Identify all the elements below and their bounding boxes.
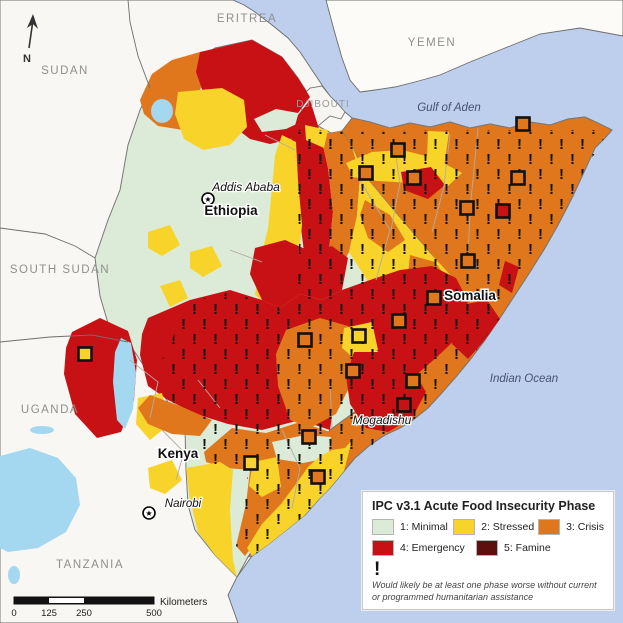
legend-alert-symbol: ! [374,559,381,580]
legend-label-stressed: 2: Stressed [481,521,535,533]
label-yemen: YEMEN [408,37,456,49]
label-indian-ocean: Indian Ocean [490,373,558,385]
label-south-sudan: SOUTH SUDAN [10,264,110,276]
legend-swatch-emergency [372,540,394,556]
legend-swatch-minimal [372,519,394,535]
north-arrow-label: N [23,53,31,65]
legend-item-emergency: 4: Emergency [372,540,476,556]
legend-label-minimal: 1: Minimal [400,521,448,533]
settlement-marker [510,170,526,186]
country-yemen [325,0,623,93]
label-djibouti: DJIBOUTI [296,99,350,110]
legend-item-crisis: 3: Crisis [538,519,604,535]
settlement-marker [310,469,326,485]
scale-bar: 0 125 250 500 Kilometers [11,596,207,619]
label-somalia: Somalia [444,288,496,303]
legend-item-famine: 5: Famine [476,540,551,556]
settlement-marker [351,328,367,344]
legend-row-2: 4: Emergency 5: Famine [372,540,604,556]
alert-pattern-overlay [162,130,612,557]
legend-label-crisis: 3: Crisis [566,521,604,533]
settlement-marker [297,332,313,348]
settlement-marker [243,455,259,471]
label-mogadishu: Mogadishu [353,413,412,427]
scale-tick-0: 0 [11,608,16,619]
settlement-marker [405,373,421,389]
label-nairobi: Nairobi [165,498,202,510]
scale-unit-label: Kilometers [160,597,207,608]
scale-tick-125: 125 [41,608,57,619]
legend-item-minimal: 1: Minimal [372,519,453,535]
legend-panel: IPC v3.1 Acute Food Insecurity Phase 1: … [362,491,614,611]
label-uganda: UGANDA [21,404,79,416]
capital-marker-nairobi: ★ [142,506,156,520]
scale-tick-250: 250 [76,608,92,619]
settlement-marker [390,142,406,158]
label-sudan: SUDAN [41,65,89,77]
legend-swatch-famine [476,540,498,556]
settlement-marker [426,290,442,306]
legend-row-1: 1: Minimal 2: Stressed 3: Crisis [372,519,604,535]
north-arrow: N [23,14,38,65]
label-eritrea: ERITREA [217,13,277,25]
settlement-markers [77,116,531,485]
legend-label-famine: 5: Famine [504,542,551,554]
legend-title: IPC v3.1 Acute Food Insecurity Phase [372,499,596,513]
settlement-marker [391,313,407,329]
settlement-marker [77,346,93,362]
small-lake [30,426,54,434]
settlement-marker [460,253,476,269]
settlement-marker [515,116,531,132]
settlement-marker [345,363,361,379]
settlement-marker [301,429,317,445]
legend-swatch-crisis [538,519,561,535]
settlement-marker [406,170,422,186]
lake-victoria [0,448,80,552]
legend-label-emergency: 4: Emergency [400,542,465,554]
capital-marker-addis-ababa: ★ [201,192,215,206]
label-ethiopia: Ethiopia [204,203,258,218]
scale-tick-500: 500 [146,608,162,619]
small-lake [8,566,20,584]
settlement-marker [495,203,511,219]
legend-swatch-stressed [453,519,476,535]
label-tanzania: TANZANIA [56,559,124,571]
label-gulf-of-aden: Gulf of Aden [417,102,481,114]
legend-note: Would likely be at least one phase worse… [372,580,597,602]
label-kenya: Kenya [158,446,199,461]
map-labels: SUDAN ERITREA YEMEN DJIBOUTI SOUTH SUDAN… [10,13,558,571]
settlement-marker [459,200,475,216]
settlement-marker [396,397,412,413]
legend-item-stressed: 2: Stressed [453,519,538,535]
label-addis-ababa: Addis Ababa [211,180,280,194]
star-icon: ★ [204,195,211,204]
star-icon: ★ [145,509,152,518]
settlement-marker [358,165,374,181]
